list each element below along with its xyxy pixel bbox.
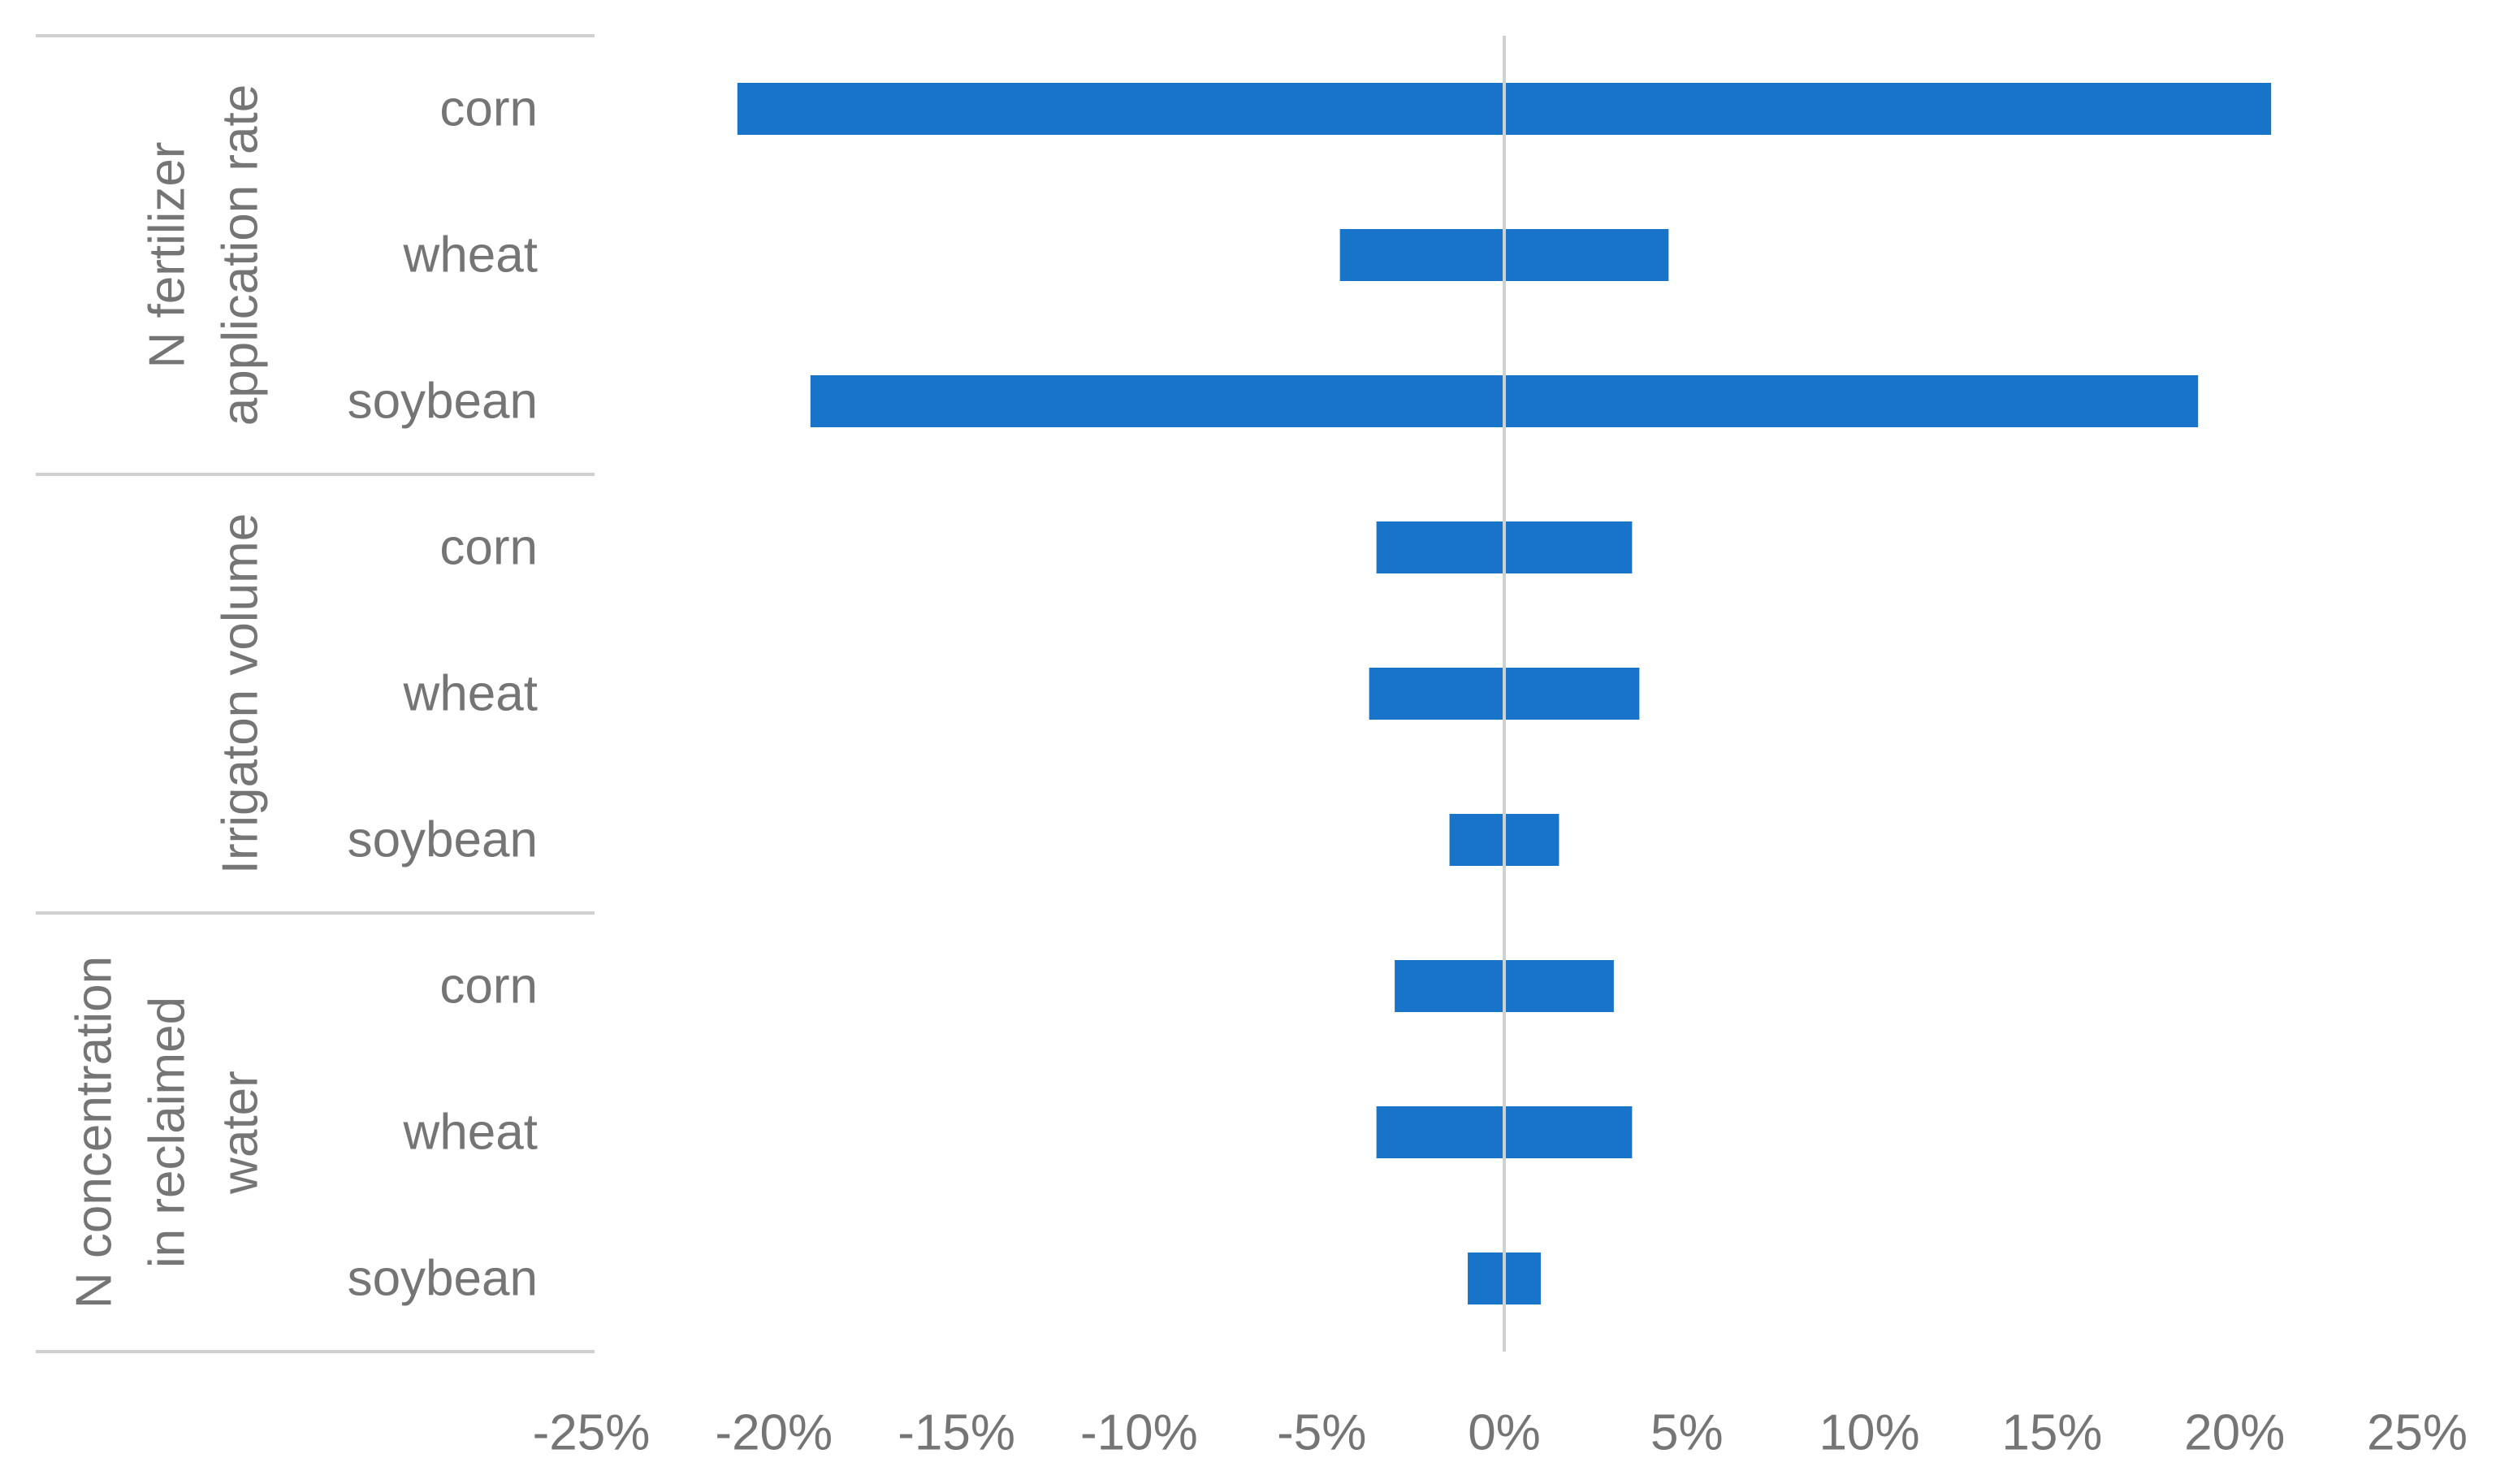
x-tick-label: -5%	[1277, 1405, 1366, 1461]
group-label: Irrigaton volume	[213, 513, 269, 875]
group-label: application rate	[213, 84, 269, 426]
row-label-wheat: wheat	[403, 1105, 538, 1161]
x-tick-label: 15%	[2001, 1405, 2102, 1461]
x-tick-label: 0%	[1468, 1405, 1541, 1461]
row-label-soybean: soybean	[348, 812, 538, 868]
row-label-corn: corn	[439, 81, 538, 137]
x-tick-label: -15%	[898, 1405, 1015, 1461]
x-tick-label: -20%	[715, 1405, 833, 1461]
row-label-corn: corn	[439, 520, 538, 576]
row-label-wheat: wheat	[403, 227, 538, 283]
row-label-corn: corn	[439, 958, 538, 1015]
group-label: N concentration	[67, 956, 123, 1309]
row-label-wheat: wheat	[403, 666, 538, 722]
x-tick-label: -10%	[1080, 1405, 1198, 1461]
row-label-soybean: soybean	[348, 1251, 538, 1307]
x-tick-label: 20%	[2184, 1405, 2285, 1461]
x-tick-label: -25%	[533, 1405, 651, 1461]
x-tick-label: 10%	[1819, 1405, 1920, 1461]
group-label: N fertilizer	[140, 141, 196, 368]
x-tick-label: 5%	[1650, 1405, 1724, 1461]
group-label: water	[213, 1071, 269, 1195]
group-label: in reclaimed	[140, 997, 196, 1268]
x-tick-label: 25%	[2367, 1405, 2468, 1461]
row-label-soybean: soybean	[348, 374, 538, 430]
